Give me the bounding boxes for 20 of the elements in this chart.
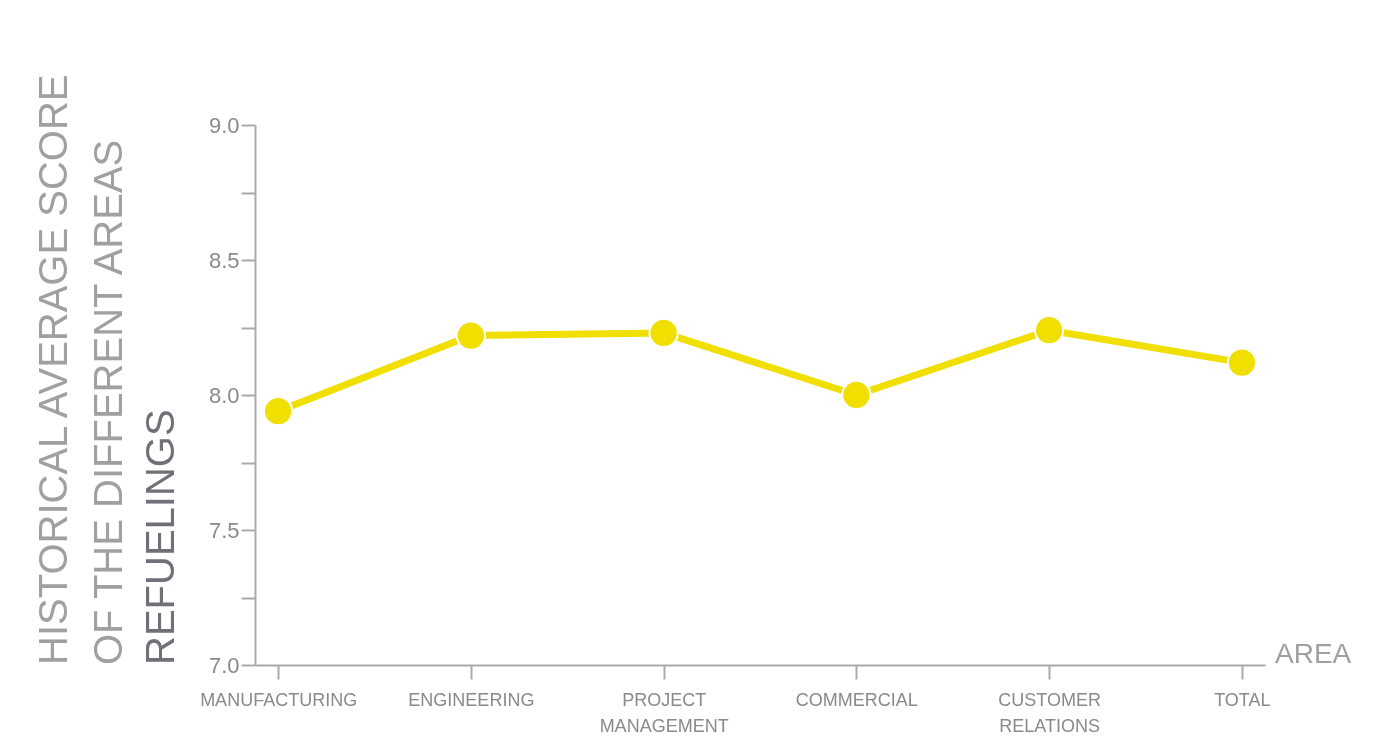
text: REFUELINGS <box>138 409 182 665</box>
y-tick-label: 8.0 <box>208 382 240 408</box>
x-tick-label: ENGINEERING <box>408 689 535 710</box>
y-tick-label: 7.0 <box>208 652 240 678</box>
point <box>841 379 872 411</box>
point <box>1226 347 1258 378</box>
point <box>455 320 487 351</box>
point <box>262 396 294 427</box>
x-tick-label: COMMERCIAL <box>795 689 918 710</box>
x-tick-label: PROJECT MANAGEMENT <box>599 689 729 736</box>
y-tick-label: 8.5 <box>208 247 240 273</box>
y-tick-label: 7.5 <box>208 517 240 543</box>
y-tick-label: 9.0 <box>208 112 240 138</box>
x-tick-label: TOTAL <box>1214 689 1271 710</box>
x-tick-label: MANUFACTURING <box>200 689 358 710</box>
x-tick-label: CUSTOMER RELATIONS <box>998 689 1101 736</box>
point <box>648 317 679 349</box>
y-axis-title: HISTORICAL AVERAGE SCORE OF THE DIFFERENT AREAS <box>31 74 130 665</box>
x-axis-title: AREA <box>1275 638 1352 669</box>
point <box>1033 315 1065 346</box>
